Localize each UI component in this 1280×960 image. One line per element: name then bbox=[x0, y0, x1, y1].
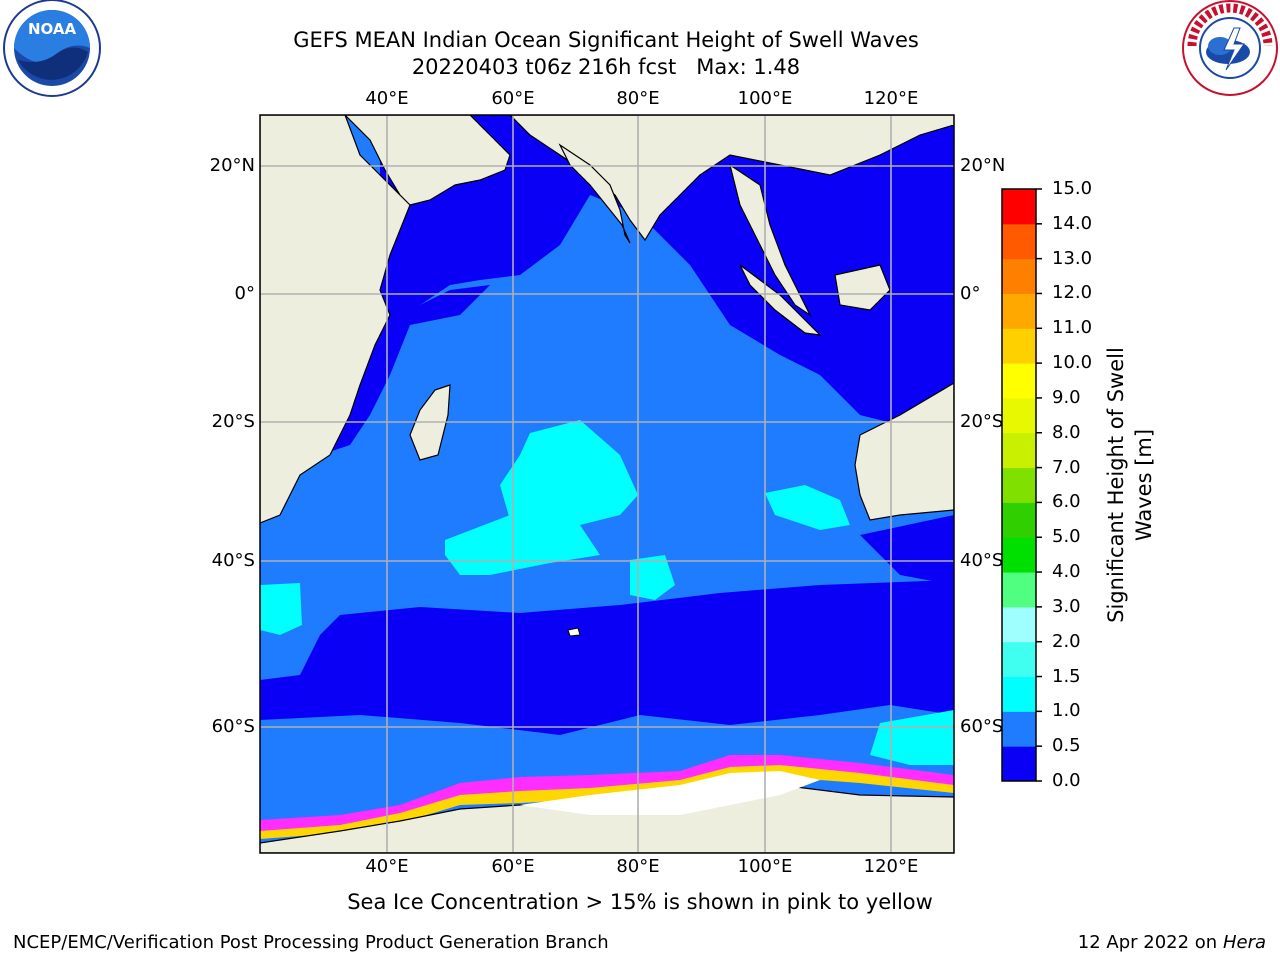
colorbar bbox=[1001, 188, 1042, 782]
colorbar-tick-label: 2.0 bbox=[1052, 630, 1081, 652]
colorbar-segment bbox=[1002, 432, 1036, 469]
colorbar-segment bbox=[1002, 363, 1036, 399]
colorbar-segment bbox=[1002, 293, 1036, 329]
colorbar-segment bbox=[1002, 189, 1036, 225]
lon-label-top: 60°E bbox=[491, 88, 535, 109]
colorbar-tick-label: 1.0 bbox=[1052, 700, 1081, 722]
footer-credit: NCEP/EMC/Verification Post Processing Pr… bbox=[13, 932, 609, 953]
colorbar-segment bbox=[1002, 641, 1036, 678]
colorbar-segment bbox=[1002, 711, 1036, 747]
sea-ice-edge-pink bbox=[260, 755, 954, 833]
lat-label-left: 0° bbox=[234, 283, 255, 304]
swell-region-low-southeast bbox=[860, 515, 954, 585]
noaa-logo-text: NOAA bbox=[28, 20, 77, 38]
lat-label-left: 40°S bbox=[211, 550, 255, 571]
swell-patch-cyan-3 bbox=[765, 485, 850, 530]
swell-patch-cyan-5 bbox=[260, 583, 302, 635]
footer-date: 12 Apr 2022 on Hera bbox=[1078, 932, 1266, 953]
footer-date-text: 12 Apr 2022 on bbox=[1077, 932, 1223, 953]
antarctic-ice-shelf bbox=[520, 771, 820, 815]
colorbar-tick-label: 3.0 bbox=[1052, 595, 1081, 617]
land-india bbox=[558, 143, 631, 244]
map-subtitle: 20220403 t06z 216h fcst Max: 1.48 bbox=[411, 55, 801, 79]
colorbar-segment bbox=[1002, 572, 1036, 608]
gridlines bbox=[260, 115, 954, 853]
colorbar-tick-label: 0.5 bbox=[1052, 735, 1081, 757]
lon-label-bottom: 80°E bbox=[616, 856, 660, 877]
swell-region-low-north bbox=[380, 115, 954, 425]
colorbar-segment bbox=[1002, 502, 1036, 538]
lon-label-top: 120°E bbox=[863, 88, 919, 109]
colorbar-tick-label: 10.0 bbox=[1052, 352, 1093, 374]
land-sumatra-borneo bbox=[739, 264, 891, 336]
colorbar-tick-label: 12.0 bbox=[1052, 282, 1093, 304]
lon-label-bottom: 60°E bbox=[491, 856, 535, 877]
land-southeast-asia bbox=[729, 163, 812, 317]
nws-logo bbox=[1182, 0, 1278, 96]
land-kerguelen bbox=[567, 627, 581, 637]
map-plot bbox=[259, 114, 955, 854]
colorbar-segment bbox=[1002, 397, 1036, 434]
colorbar-segment bbox=[1002, 223, 1036, 260]
lon-label-top: 100°E bbox=[737, 88, 793, 109]
lat-label-left: 20°N bbox=[209, 155, 255, 176]
colorbar-segment bbox=[1002, 676, 1036, 712]
colorbar-tick-label: 13.0 bbox=[1052, 247, 1093, 269]
lat-label-right: 0° bbox=[960, 283, 981, 304]
colorbar-segment bbox=[1002, 537, 1036, 573]
lon-label-bottom: 120°E bbox=[863, 856, 919, 877]
colorbar-segment bbox=[1002, 328, 1036, 364]
map-frame bbox=[259, 114, 955, 854]
colorbar-tick-label: 14.0 bbox=[1052, 212, 1093, 234]
noaa-logo: NOAA bbox=[3, 0, 101, 97]
lat-label-left: 20°S bbox=[211, 411, 255, 432]
lon-label-bottom: 40°E bbox=[365, 856, 409, 877]
sea-ice-edge-yellow bbox=[260, 765, 954, 839]
swell-patch-cyan-1 bbox=[500, 420, 638, 530]
colorbar-segment bbox=[1002, 746, 1036, 782]
colorbar-title: Significant Height of Swell Waves [m] bbox=[1104, 347, 1156, 623]
colorbar-tick-label: 15.0 bbox=[1052, 178, 1093, 199]
lon-label-bottom: 100°E bbox=[737, 856, 793, 877]
map-title: GEFS MEAN Indian Ocean Significant Heigh… bbox=[293, 28, 919, 52]
footer-host: Hera bbox=[1222, 932, 1266, 953]
colorbar-tick-label: 7.0 bbox=[1052, 456, 1081, 478]
lon-label-top: 80°E bbox=[616, 88, 660, 109]
swell-patch-cyan-2 bbox=[445, 515, 600, 575]
colorbar-tick-label: 4.0 bbox=[1052, 561, 1081, 583]
colorbar-tick-label: 9.0 bbox=[1052, 386, 1081, 408]
sea-ice-caption: Sea Ice Concentration > 15% is shown in … bbox=[347, 890, 933, 914]
colorbar-tick-label: 0.0 bbox=[1052, 770, 1081, 791]
colorbar-tick-label: 6.0 bbox=[1052, 491, 1081, 513]
lat-label-right: 40°S bbox=[960, 550, 1004, 571]
lat-label-right: 20°N bbox=[960, 155, 1006, 176]
land-australia bbox=[854, 382, 954, 521]
colorbar-tick-label: 11.0 bbox=[1052, 317, 1093, 339]
colorbar-segment bbox=[1002, 258, 1036, 294]
colorbar-tick-label: 1.5 bbox=[1052, 665, 1081, 687]
land-africa-arabia bbox=[260, 115, 511, 524]
lat-label-right: 60°S bbox=[960, 716, 1004, 737]
colorbar-tick-label: 8.0 bbox=[1052, 421, 1081, 443]
swell-region-low-south bbox=[260, 580, 954, 735]
colorbar-segment bbox=[1002, 467, 1036, 503]
swell-patch-cyan-4 bbox=[630, 555, 675, 600]
colorbar-frame bbox=[1001, 188, 1037, 782]
colorbar-segment bbox=[1002, 606, 1036, 643]
lon-label-top: 40°E bbox=[365, 88, 409, 109]
lat-label-right: 20°S bbox=[960, 411, 1004, 432]
colorbar-tick-label: 5.0 bbox=[1052, 526, 1081, 548]
lat-label-left: 60°S bbox=[211, 716, 255, 737]
